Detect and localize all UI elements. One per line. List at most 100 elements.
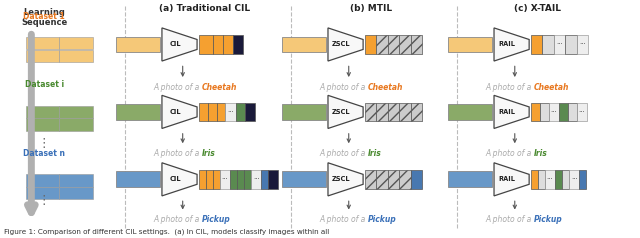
FancyBboxPatch shape <box>60 106 93 118</box>
Bar <box>554 35 565 54</box>
Polygon shape <box>494 28 529 61</box>
Text: (c) X-TAIL: (c) X-TAIL <box>514 4 561 13</box>
Text: CIL: CIL <box>170 41 181 47</box>
Bar <box>220 170 230 188</box>
Text: A photo of a: A photo of a <box>319 215 368 224</box>
Text: Iris: Iris <box>368 149 381 158</box>
Bar <box>365 170 376 188</box>
Bar <box>555 170 562 188</box>
Text: RAIL: RAIL <box>499 41 516 47</box>
Text: ···: ··· <box>227 109 234 115</box>
Text: A photo of a: A photo of a <box>319 83 368 92</box>
FancyBboxPatch shape <box>448 104 492 120</box>
Polygon shape <box>162 95 197 129</box>
Bar <box>237 170 244 188</box>
Bar <box>538 170 545 188</box>
Bar <box>399 103 411 121</box>
Bar <box>216 103 225 121</box>
Polygon shape <box>494 95 529 129</box>
Text: RAIL: RAIL <box>499 176 516 182</box>
Bar <box>244 103 255 121</box>
FancyBboxPatch shape <box>26 174 59 187</box>
Polygon shape <box>162 163 197 196</box>
Text: ⋮: ⋮ <box>38 194 51 207</box>
Bar <box>198 35 212 54</box>
Bar <box>542 35 554 54</box>
FancyBboxPatch shape <box>26 106 59 118</box>
Text: Iris: Iris <box>202 149 216 158</box>
Text: A photo of a: A photo of a <box>153 83 202 92</box>
Text: ···: ··· <box>571 176 577 182</box>
Bar <box>212 170 220 188</box>
Bar <box>399 170 411 188</box>
Bar <box>411 103 422 121</box>
Polygon shape <box>162 28 197 61</box>
Text: Dataset n: Dataset n <box>23 149 65 158</box>
FancyBboxPatch shape <box>26 37 59 50</box>
FancyBboxPatch shape <box>26 118 59 131</box>
Bar <box>376 103 388 121</box>
Text: A photo of a: A photo of a <box>319 149 368 158</box>
Bar <box>365 103 376 121</box>
Text: ···: ··· <box>579 109 585 115</box>
Bar <box>548 103 559 121</box>
Text: ···: ··· <box>550 109 557 115</box>
Text: A photo of a: A photo of a <box>153 215 202 224</box>
FancyBboxPatch shape <box>60 50 93 62</box>
Text: (a) Traditional CIL: (a) Traditional CIL <box>159 4 251 13</box>
Bar <box>365 35 376 54</box>
Bar <box>569 170 579 188</box>
Bar <box>244 170 251 188</box>
Text: ZSCL: ZSCL <box>332 41 351 47</box>
Text: ···: ··· <box>221 176 228 182</box>
Bar <box>562 170 569 188</box>
Bar <box>565 35 577 54</box>
Bar <box>198 103 207 121</box>
Text: Figure 1: Comparison of different CIL settings.  (a) In CIL, models classify ima: Figure 1: Comparison of different CIL se… <box>4 228 329 235</box>
Bar <box>399 35 411 54</box>
Bar <box>207 103 216 121</box>
FancyBboxPatch shape <box>448 37 492 52</box>
Bar <box>411 35 422 54</box>
Bar <box>251 170 261 188</box>
FancyBboxPatch shape <box>26 187 59 199</box>
FancyBboxPatch shape <box>116 104 160 120</box>
Bar <box>579 170 586 188</box>
Polygon shape <box>328 28 363 61</box>
Text: Iris: Iris <box>534 149 548 158</box>
Text: ZSCL: ZSCL <box>332 109 351 115</box>
Bar <box>531 35 542 54</box>
Bar <box>559 103 568 121</box>
Text: RAIL: RAIL <box>499 109 516 115</box>
Text: ZSCL: ZSCL <box>332 176 351 182</box>
Text: A photo of a: A photo of a <box>485 215 534 224</box>
FancyBboxPatch shape <box>60 187 93 199</box>
FancyBboxPatch shape <box>282 172 326 187</box>
Bar <box>568 103 577 121</box>
Text: ···: ··· <box>547 176 553 182</box>
Bar <box>268 170 278 188</box>
Polygon shape <box>328 95 363 129</box>
Bar <box>223 35 233 54</box>
Bar <box>230 170 237 188</box>
Text: ···: ··· <box>253 176 259 182</box>
Text: Pickup: Pickup <box>202 215 230 224</box>
Text: Pickup: Pickup <box>368 215 397 224</box>
Bar <box>236 103 244 121</box>
Bar <box>261 170 268 188</box>
Text: A photo of a: A photo of a <box>485 83 534 92</box>
Text: CIL: CIL <box>170 109 181 115</box>
Text: Cheetah: Cheetah <box>202 83 237 92</box>
Text: Cheetah: Cheetah <box>368 83 403 92</box>
FancyBboxPatch shape <box>282 37 326 52</box>
FancyBboxPatch shape <box>116 172 160 187</box>
Text: ···: ··· <box>579 41 586 47</box>
Text: CIL: CIL <box>170 176 181 182</box>
FancyBboxPatch shape <box>60 118 93 131</box>
Bar <box>531 103 540 121</box>
Bar <box>577 35 588 54</box>
Bar <box>376 170 388 188</box>
Bar <box>376 35 388 54</box>
Text: Cheetah: Cheetah <box>534 83 570 92</box>
Text: Pickup: Pickup <box>534 215 563 224</box>
